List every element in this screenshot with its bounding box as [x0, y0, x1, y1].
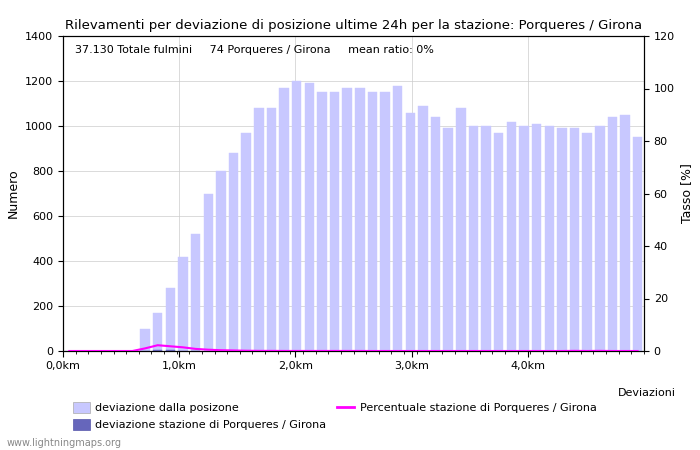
Bar — [279, 88, 289, 351]
Bar — [380, 92, 390, 351]
Bar — [204, 194, 213, 351]
Bar — [620, 115, 630, 351]
Bar — [368, 92, 377, 351]
Bar — [330, 92, 340, 351]
Bar — [393, 86, 402, 351]
Bar — [153, 313, 162, 351]
Bar — [292, 81, 302, 351]
Bar — [191, 234, 200, 351]
Bar — [342, 88, 352, 351]
Bar — [494, 133, 503, 351]
Bar — [444, 128, 453, 351]
Bar — [582, 133, 592, 351]
Title: Rilevamenti per deviazione di posizione ultime 24h per la stazione: Porqueres / : Rilevamenti per deviazione di posizione … — [65, 19, 642, 32]
Bar — [254, 108, 263, 351]
Y-axis label: Tasso [%]: Tasso [%] — [680, 163, 694, 224]
Bar — [469, 126, 478, 351]
Legend: deviazione dalla posizone, deviazione stazione di Porqueres / Girona, Percentual: deviazione dalla posizone, deviazione st… — [69, 397, 601, 435]
Bar — [418, 106, 428, 351]
Bar — [166, 350, 175, 351]
Bar — [267, 108, 276, 351]
Bar — [456, 108, 466, 351]
Bar — [304, 83, 314, 351]
Text: Deviazioni: Deviazioni — [617, 388, 676, 398]
Bar — [608, 117, 617, 351]
Bar — [633, 137, 643, 351]
Text: 37.130 Totale fulmini     74 Porqueres / Girona     mean ratio: 0%: 37.130 Totale fulmini 74 Porqueres / Gir… — [75, 45, 433, 55]
Bar — [178, 256, 188, 351]
Y-axis label: Numero: Numero — [6, 169, 20, 218]
Bar — [519, 126, 528, 351]
Bar — [405, 112, 415, 351]
Text: www.lightningmaps.org: www.lightningmaps.org — [7, 438, 122, 448]
Bar — [507, 122, 516, 351]
Bar — [166, 288, 175, 351]
Bar — [141, 328, 150, 351]
Bar — [317, 92, 327, 351]
Bar — [229, 153, 238, 351]
Bar — [545, 126, 554, 351]
Bar — [595, 126, 605, 351]
Bar — [153, 350, 162, 351]
Bar — [241, 133, 251, 351]
Bar — [431, 117, 440, 351]
Bar — [216, 171, 225, 351]
Bar — [532, 124, 541, 351]
Bar — [570, 128, 580, 351]
Bar — [482, 126, 491, 351]
Bar — [355, 88, 365, 351]
Bar — [557, 128, 566, 351]
